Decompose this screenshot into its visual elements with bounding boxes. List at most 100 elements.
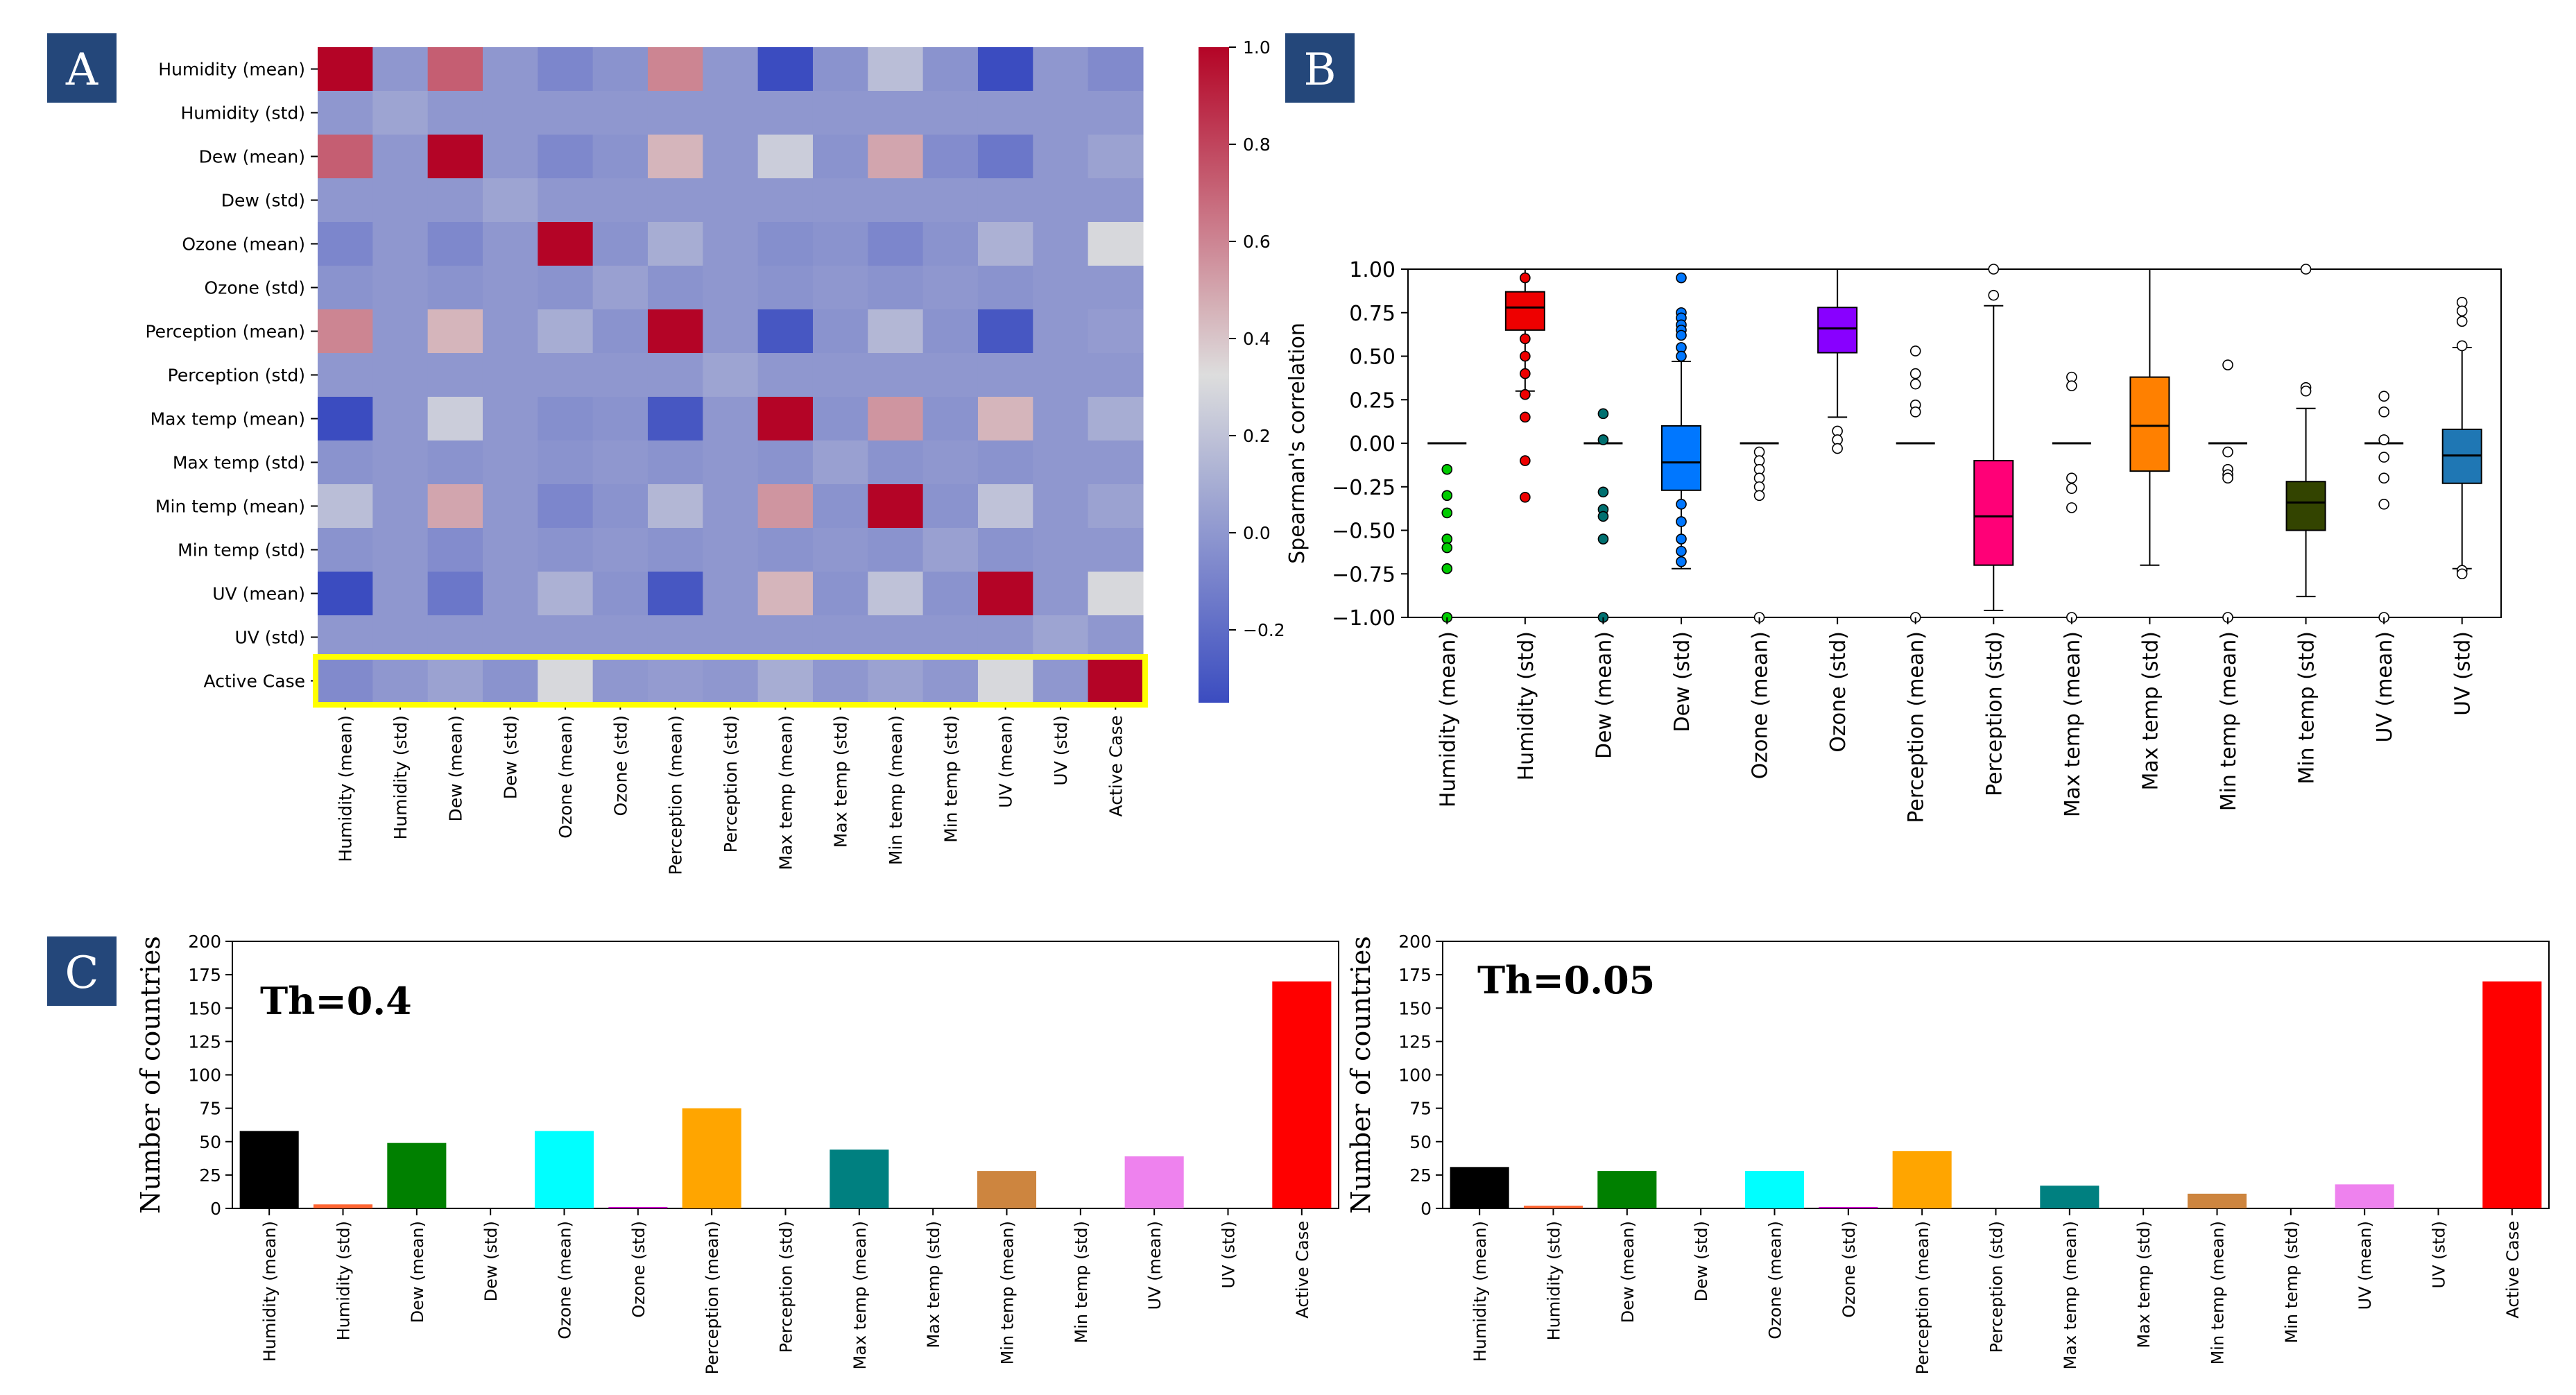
heatmap-cell — [427, 266, 483, 310]
heatmap-cell — [427, 440, 483, 485]
box-outlier — [1520, 411, 1531, 423]
heatmap-row-label: Ozone (std) — [205, 278, 305, 298]
heatmap-cell — [538, 528, 594, 572]
heatmap-cell — [318, 484, 373, 529]
heatmap-cell — [1033, 659, 1089, 703]
heatmap-cell — [812, 309, 868, 354]
heatmap-cell — [647, 528, 703, 572]
heatmap-cell — [592, 615, 649, 660]
boxplot-ytick-label: 0.25 — [1349, 388, 1396, 413]
heatmap-cell — [372, 47, 429, 92]
heatmap-col-label: Humidity (std) — [390, 715, 411, 840]
heatmap-cell — [427, 572, 483, 616]
box-outlier — [2456, 316, 2468, 327]
heatmap-cell — [647, 615, 703, 660]
bar-ytick-label: 150 — [188, 998, 221, 1018]
heatmap-cell — [372, 91, 429, 135]
heatmap-row-label: Perception (std) — [168, 366, 305, 386]
bar-xtick-label: Perception (mean) — [1913, 1221, 1932, 1374]
box-humidity-std — [1504, 268, 1545, 503]
heatmap-cell — [647, 266, 703, 310]
bar-xtick-label: Min temp (std) — [1072, 1221, 1091, 1344]
heatmap-cell — [592, 659, 649, 703]
heatmap-col-label: Perception (mean) — [666, 715, 686, 875]
heatmap-cell — [538, 135, 594, 179]
bar-dew-mean — [1597, 1171, 1657, 1208]
bar-ozone-std — [608, 1207, 668, 1208]
box-outlier — [2300, 264, 2312, 275]
heatmap-cell — [757, 353, 814, 397]
heatmap-cell — [757, 528, 814, 572]
bar-ytick-label: 50 — [1409, 1132, 1432, 1152]
box-outlier — [2066, 502, 2077, 513]
heatmap-row-label: UV (mean) — [212, 584, 305, 604]
heatmap-cell — [703, 353, 759, 397]
panel-label-a-text: A — [65, 44, 98, 96]
heatmap-cell — [868, 178, 924, 223]
heatmap-cell — [868, 615, 924, 660]
heatmap-cell — [538, 615, 594, 660]
heatmap-cell — [538, 309, 594, 354]
heatmap-cell — [922, 47, 979, 92]
heatmap-cell — [318, 178, 373, 223]
heatmap-cell — [647, 135, 703, 179]
box-outlier — [2222, 472, 2233, 484]
heatmap-row-label: Max temp (std) — [173, 453, 305, 473]
heatmap-cell — [922, 309, 979, 354]
heatmap-cell — [703, 528, 759, 572]
bar-ytick-label: 125 — [1398, 1032, 1432, 1052]
heatmap-cell — [868, 572, 924, 616]
box-outlier — [1441, 490, 1453, 502]
heatmap-cell — [922, 266, 979, 310]
heatmap-cell — [812, 615, 868, 660]
box-outlier — [2378, 472, 2389, 484]
heatmap-cell — [1088, 659, 1144, 703]
heatmap-cell — [647, 659, 703, 703]
heatmap-cell — [592, 572, 649, 616]
bar-xtick-label: Max temp (mean) — [850, 1221, 870, 1369]
box-outlier — [1597, 533, 1609, 545]
bar-xtick-label: Perception (mean) — [703, 1221, 722, 1374]
threshold-annotation: Th=0.05 — [1477, 958, 1655, 1002]
heatmap-row-label: UV (std) — [234, 628, 305, 648]
heatmap-cell — [538, 178, 594, 223]
bar-ytick-label: 75 — [1409, 1099, 1432, 1119]
heatmap-cell — [427, 47, 483, 92]
boxplot-ytick-label: −0.25 — [1332, 476, 1396, 500]
bar-xtick-label: Dew (std) — [1692, 1221, 1711, 1301]
heatmap-cell — [427, 397, 483, 441]
heatmap-colorbar: 1.0 0.8 0.6 0.4 0.2 0.0 −0.2 — [1199, 37, 1285, 703]
bar-xtick-label: Humidity (std) — [1545, 1221, 1564, 1340]
boxplot-ytick-label: −1.00 — [1332, 606, 1396, 631]
heatmap-cell — [427, 91, 483, 135]
heatmap-cell — [372, 135, 429, 179]
heatmap-cell — [757, 440, 814, 485]
heatmap-cell — [647, 440, 703, 485]
box-body — [2129, 376, 2170, 472]
box-outlier — [1909, 378, 1921, 390]
bar-dew-mean — [387, 1142, 447, 1208]
heatmap-cell — [922, 135, 979, 179]
heatmap-cell — [372, 440, 429, 485]
heatmap-cell — [977, 397, 1033, 441]
heatmap-cell — [812, 440, 868, 485]
heatmap-row-label: Dew (std) — [221, 191, 305, 211]
heatmap-cell — [647, 222, 703, 266]
heatmap-cell — [592, 440, 649, 485]
heatmap-cell — [372, 266, 429, 310]
boxplot-xtick-label: Ozone (mean) — [1749, 631, 1773, 779]
heatmap-row-label: Humidity (std) — [180, 103, 305, 123]
bar-xtick-label: Min temp (mean) — [998, 1221, 1017, 1364]
heatmap-cell — [372, 222, 429, 266]
box-outlier — [1676, 272, 1687, 284]
heatmap-cell — [812, 266, 868, 310]
heatmap-cell — [922, 615, 979, 660]
boxplot-ytick-label: 0.00 — [1349, 432, 1396, 456]
heatmap-cell — [703, 572, 759, 616]
box-outlier — [2378, 499, 2389, 510]
heatmap-cell — [977, 266, 1033, 310]
box-outlier — [1832, 443, 1843, 454]
heatmap-col-label: Dew (std) — [501, 715, 521, 799]
heatmap-cell — [592, 222, 649, 266]
heatmap-cell — [977, 615, 1033, 660]
